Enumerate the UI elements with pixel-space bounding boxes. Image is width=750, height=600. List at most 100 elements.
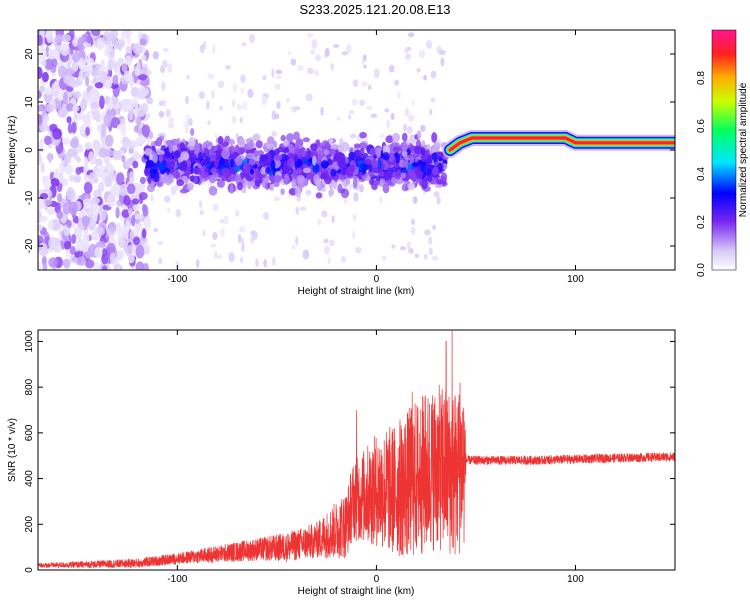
spectrogram-cell [315,178,322,187]
spectrogram-cell [359,147,365,159]
spectrogram-cell [432,154,438,163]
spectrogram-cell [212,145,218,152]
spectrogram-cell [155,137,163,147]
spectrogram-cell [210,167,217,175]
spectrogram-cell [72,105,80,112]
spectrogram-cell [424,229,431,236]
spectrogram-cell [56,193,63,203]
spectrogram-cell [345,177,351,185]
spectrogram-cell [408,248,415,254]
spectrogram-cell [232,98,236,108]
spectrogram-cell [411,162,420,168]
spectrogram-cell [116,222,121,235]
spectrogram-cell [310,49,315,56]
spectrogram-cell [431,255,439,262]
spectrogram-cell [351,98,358,106]
spectrogram-cell [407,32,415,38]
spectrogram-cell [386,119,390,129]
spectrogram-cell [51,58,58,68]
spectrogram-cell [113,103,118,111]
x-tick-label: 100 [567,274,584,285]
spectrogram-cell [237,181,243,191]
spectrogram-cell [181,175,188,182]
spectrogram-cell [121,155,126,163]
spectrogram-cell [95,241,106,248]
spectrogram-cell [213,159,219,169]
spectrogram-cell [58,177,66,184]
spectrogram-cell [38,66,43,79]
spectrogram-cell [205,100,210,110]
spectrogram-cell [287,50,291,56]
spectrogram-cell [127,207,133,216]
spectrogram-cell [157,240,164,246]
spectrogram-cell [144,148,152,154]
spectrogram-cell [56,210,64,219]
spectrogram-cell [123,70,132,82]
spectrogram-cell [195,258,200,269]
spectrogram-cell [117,237,126,248]
spectrogram-cell [283,173,290,183]
spectrogram-cell [158,110,165,118]
spectrogram-cell [62,91,69,105]
spectrogram-cell [316,218,322,226]
spectrogram-cell [214,133,218,139]
spectrogram-cell [335,151,340,161]
spectrogram-cell [159,176,168,184]
spectrogram-band [448,136,675,152]
spectrogram-cell [350,133,357,139]
spectrogram-cell [115,265,121,270]
spectrogram-cell [328,188,335,196]
spectrogram-cell [255,258,259,268]
y-tick-label: 400 [24,470,35,487]
spectrogram-cell [320,106,324,116]
spectrogram-cell [379,196,383,204]
y-tick-label: 800 [24,378,35,395]
spectrogram-cell [221,149,230,160]
spectrogram-cell [352,79,359,87]
spectrogram-cell [125,158,131,167]
spectrogram-cell [347,183,354,191]
spectrogram-cell [343,198,348,204]
spectrogram-cell [96,37,105,51]
spectrogram-cell [401,132,408,142]
spectrogram-cell [336,116,341,121]
spectrogram-cell [239,117,243,123]
spectrogram-cell [101,265,108,270]
spectrogram-cell [153,173,160,183]
spectrogram-cell [348,109,355,115]
spectrogram-cell [39,215,48,223]
spectrogram-cell [322,210,328,218]
spectrogram-cell [85,76,90,87]
spectrogram-cell [76,256,87,266]
spectrogram-cell [331,215,335,224]
spectrogram-cell [46,137,54,144]
spectrogram-cell [199,44,205,54]
spectrogram-cell [121,62,128,73]
spectrogram-cell [44,58,54,70]
spectrogram-cell [370,158,379,168]
spectrogram-cell [388,64,395,73]
spectrogram-cell [134,96,139,110]
colorbar-tick-label: 0.0 [696,263,707,277]
spectrogram-cell [156,149,165,156]
spectrogram-cell [262,74,267,81]
spectrogram-cell [428,236,433,246]
spectrogram-cell [66,85,74,92]
spectrogram-cell [229,175,238,182]
spectrogram-cell [352,213,357,222]
spectrogram-cell [150,194,154,202]
spectrogram-x-ticks: -100 0 100 [167,30,584,285]
spectrogram-cell [294,235,299,246]
spectrogram-cell [241,242,245,252]
spectrogram-cell [89,216,95,228]
spectrogram-cell [229,158,234,168]
spectrogram-cell [104,134,114,147]
spectrogram-cell [223,215,229,225]
spectrogram-cell [271,68,275,78]
spectrogram-cell [158,100,165,107]
spectrogram-cell [433,191,440,198]
spectrogram-cell [66,219,72,228]
spectrogram-cell [62,137,71,145]
spectrogram-cell [152,153,158,164]
